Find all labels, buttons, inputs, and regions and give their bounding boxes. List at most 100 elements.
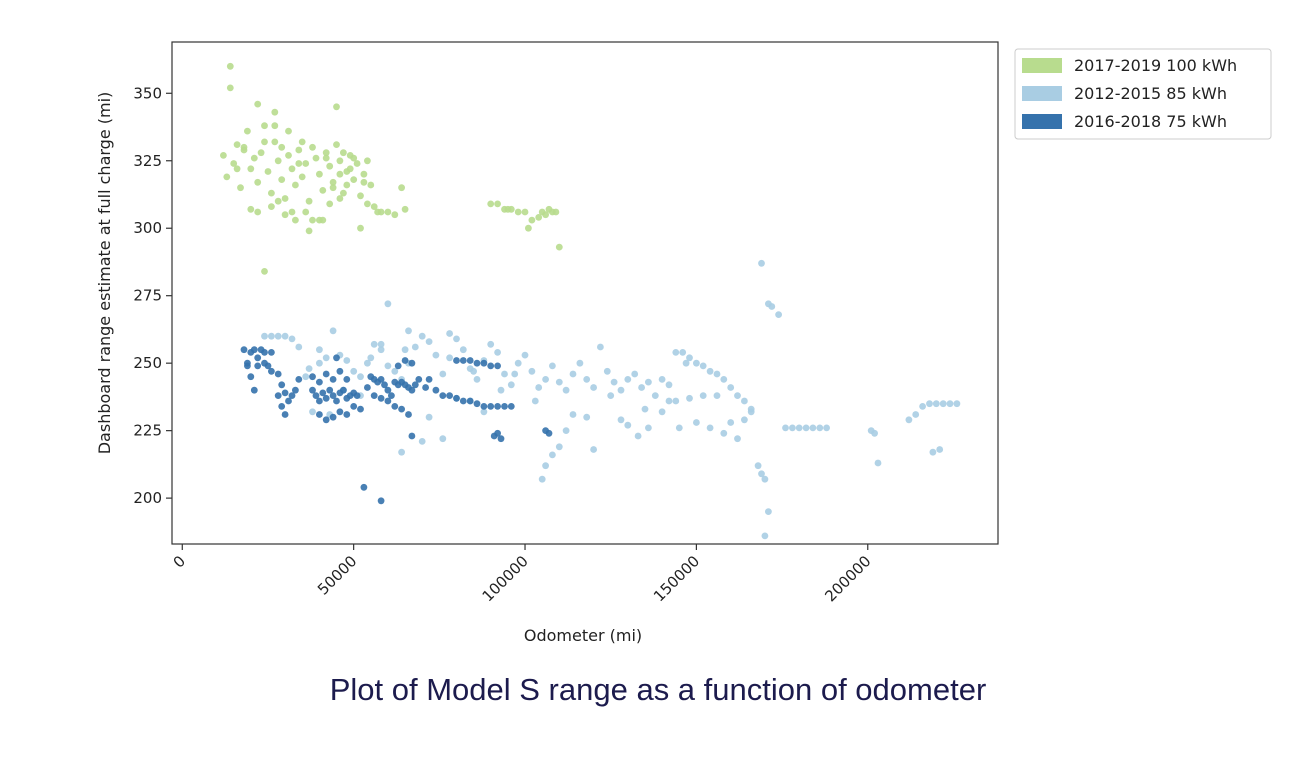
data-point bbox=[497, 386, 505, 394]
legend-label: 2017-2019 100 kWh bbox=[1074, 56, 1237, 75]
data-point bbox=[364, 200, 371, 208]
data-point bbox=[713, 392, 721, 399]
data-point bbox=[336, 367, 344, 375]
data-point bbox=[473, 400, 481, 408]
data-point bbox=[316, 411, 323, 418]
data-point bbox=[562, 386, 570, 394]
data-point bbox=[292, 386, 299, 394]
data-point bbox=[268, 349, 275, 356]
data-point bbox=[466, 357, 474, 364]
data-point bbox=[336, 170, 344, 178]
data-point bbox=[528, 216, 536, 224]
data-point bbox=[360, 170, 368, 178]
data-point bbox=[322, 154, 330, 162]
data-point bbox=[230, 160, 238, 167]
data-point bbox=[281, 389, 289, 397]
data-point bbox=[384, 208, 392, 216]
data-points bbox=[220, 62, 961, 540]
data-point bbox=[391, 367, 399, 375]
data-point bbox=[319, 187, 327, 194]
data-point bbox=[693, 419, 700, 426]
data-point bbox=[326, 162, 334, 170]
data-point bbox=[672, 349, 680, 356]
data-point bbox=[446, 354, 453, 362]
y-tick-label: 275 bbox=[133, 287, 162, 305]
data-point bbox=[261, 349, 268, 356]
data-point bbox=[333, 103, 340, 111]
data-point bbox=[254, 354, 262, 362]
data-point bbox=[555, 443, 563, 451]
y-tick-label: 300 bbox=[133, 219, 162, 237]
data-point bbox=[929, 448, 937, 456]
data-point bbox=[384, 300, 392, 308]
data-point bbox=[254, 100, 262, 108]
data-point bbox=[384, 386, 392, 394]
x-tick-label: 150000 bbox=[650, 552, 703, 605]
data-point bbox=[453, 335, 460, 343]
data-point bbox=[357, 373, 364, 381]
data-point bbox=[720, 376, 728, 383]
data-point bbox=[487, 403, 495, 410]
data-point bbox=[360, 178, 368, 186]
data-point bbox=[367, 354, 375, 362]
data-point bbox=[343, 376, 351, 383]
data-point bbox=[425, 376, 433, 383]
data-point bbox=[765, 508, 772, 515]
data-point bbox=[507, 403, 515, 410]
data-point bbox=[425, 413, 433, 421]
data-point bbox=[823, 424, 830, 432]
data-point bbox=[758, 259, 765, 267]
y-tick-label: 250 bbox=[133, 354, 162, 372]
data-point bbox=[617, 416, 625, 424]
data-point bbox=[487, 340, 495, 348]
data-point bbox=[675, 424, 683, 432]
data-point bbox=[747, 408, 755, 416]
data-point bbox=[377, 208, 385, 216]
data-point bbox=[391, 211, 399, 219]
data-point bbox=[240, 346, 248, 354]
data-point bbox=[360, 483, 368, 491]
data-point bbox=[504, 205, 512, 213]
data-point bbox=[480, 408, 488, 416]
data-point bbox=[473, 376, 481, 383]
data-point bbox=[268, 332, 275, 340]
data-point bbox=[651, 392, 659, 399]
data-point bbox=[384, 397, 392, 405]
data-point bbox=[926, 400, 933, 408]
data-point bbox=[686, 354, 693, 362]
data-point bbox=[538, 475, 546, 483]
data-point bbox=[326, 200, 334, 208]
data-point bbox=[871, 429, 878, 437]
data-point bbox=[274, 197, 282, 205]
legend-label: 2012-2015 85 kWh bbox=[1074, 84, 1227, 103]
data-point bbox=[322, 354, 330, 362]
data-point bbox=[281, 411, 289, 418]
data-point bbox=[377, 376, 385, 383]
data-point bbox=[562, 427, 570, 434]
data-point bbox=[329, 178, 337, 186]
data-point bbox=[295, 146, 303, 154]
y-tick-label: 325 bbox=[133, 152, 162, 170]
data-point bbox=[459, 397, 467, 405]
data-point bbox=[305, 197, 313, 205]
data-point bbox=[418, 438, 426, 445]
data-point bbox=[501, 370, 508, 378]
data-point bbox=[295, 376, 303, 383]
data-point bbox=[322, 394, 330, 402]
data-point bbox=[682, 359, 690, 367]
data-point bbox=[319, 389, 327, 397]
data-point bbox=[244, 127, 251, 135]
data-point bbox=[795, 424, 803, 432]
data-point bbox=[665, 397, 673, 405]
data-point bbox=[261, 359, 268, 367]
x-tick-label: 0 bbox=[170, 552, 189, 571]
data-point bbox=[281, 195, 289, 202]
data-point bbox=[274, 332, 282, 340]
data-point bbox=[912, 411, 920, 418]
data-point bbox=[939, 400, 947, 408]
data-point bbox=[357, 192, 364, 200]
data-point bbox=[329, 327, 337, 335]
data-point bbox=[480, 403, 488, 410]
data-point bbox=[439, 370, 447, 378]
